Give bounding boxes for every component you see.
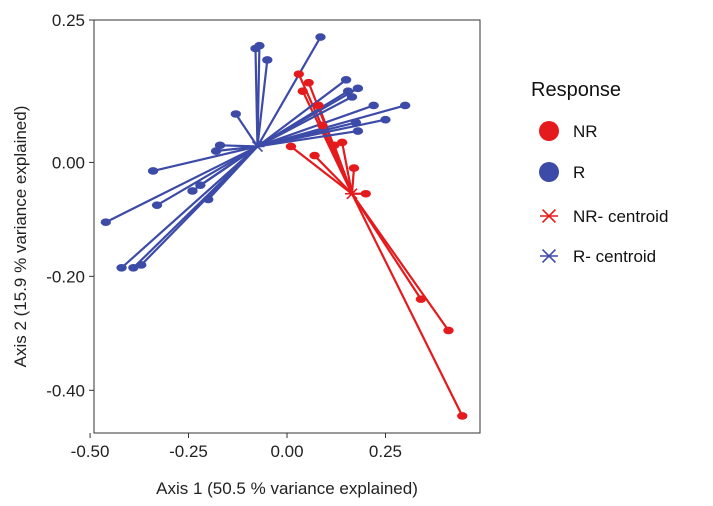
r-point-23: [352, 127, 364, 135]
legend-r-centroid-label: R- centroid: [573, 247, 656, 266]
r-point-3: [315, 33, 326, 41]
r-point-2: [262, 56, 273, 64]
x-tick-label: 0.00: [270, 442, 303, 461]
legend-title: Response: [531, 79, 621, 101]
r-point-5: [210, 147, 222, 155]
nr-centroid: [344, 188, 359, 200]
r-point-1: [254, 41, 265, 50]
nr-point-8: [309, 151, 320, 160]
nr-point-13: [457, 412, 468, 420]
r-point-4: [230, 110, 241, 118]
r-link-13: [120, 145, 259, 269]
y-tick-label: -0.20: [46, 267, 85, 286]
r-link-11: [156, 145, 259, 207]
legend-nr-centroid-marker: [540, 208, 558, 224]
r-link-7: [152, 145, 258, 173]
r-point-14: [128, 264, 139, 272]
x-tick-label: -0.25: [169, 442, 208, 461]
nr-link-8: [313, 154, 353, 195]
r-point-15: [136, 261, 147, 269]
r-link-3: [256, 36, 322, 148]
x-axis-title: Axis 1 (50.5 % variance explained): [156, 479, 418, 498]
nr-point-1: [303, 78, 314, 87]
r-point-16: [340, 76, 352, 84]
r-link-18: [256, 90, 349, 148]
nr-point-9: [348, 164, 360, 172]
nr-point-7: [285, 142, 297, 151]
nr-point-11: [415, 295, 427, 303]
nr-point-10: [360, 189, 371, 198]
y-axis-title: Axis 2 (15.9 % variance explained): [11, 106, 30, 368]
nr-point-4: [317, 121, 328, 130]
r-point-18: [342, 87, 354, 96]
legend-nr-centroid-label: NR- centroid: [573, 207, 668, 226]
nr-link-6: [333, 144, 354, 195]
nr-link-12: [351, 193, 450, 332]
r-point-24: [350, 118, 362, 127]
r-point-12: [100, 218, 112, 227]
y-tick-label: -0.40: [46, 381, 85, 400]
r-link-23: [257, 129, 359, 148]
legend-r-swatch: [539, 162, 559, 182]
r-point-20: [368, 101, 379, 110]
plot-frame: [93, 19, 481, 434]
r-point-17: [352, 84, 364, 93]
r-point-10: [203, 195, 214, 204]
legend-nr-swatch: [539, 121, 559, 141]
r-centroid: [250, 140, 265, 153]
r-point-19: [346, 93, 358, 101]
y-tick-label: 0.25: [52, 11, 85, 30]
nr-point-0: [293, 70, 305, 78]
y-tick-label: 0.00: [52, 153, 85, 172]
r-point-21: [399, 101, 411, 110]
centroid-markers: [250, 140, 359, 200]
x-axis-ticks: -0.50 -0.25 0.00 0.25: [71, 433, 402, 461]
nr-link-7: [290, 145, 353, 195]
centroid-links: [105, 36, 464, 417]
r-point-22: [380, 115, 391, 124]
legend: Response NR R NR- centroid R- centroid: [531, 79, 668, 266]
y-axis-ticks: 0.25 0.00 -0.20 -0.40: [46, 11, 94, 400]
r-link-1: [256, 45, 261, 147]
r-point-7: [147, 167, 159, 175]
r-link-20: [257, 104, 375, 148]
nr-link-13: [351, 193, 464, 417]
r-point-9: [187, 187, 198, 195]
r-link-16: [256, 78, 347, 148]
nr-point-5: [336, 138, 348, 147]
r-link-2: [256, 59, 269, 147]
legend-r-centroid-marker: [540, 248, 558, 264]
nr-point-12: [443, 326, 454, 335]
r-point-11: [151, 201, 163, 209]
r-link-19: [256, 95, 353, 148]
r-link-15: [140, 145, 259, 266]
r-link-24: [257, 121, 357, 148]
x-tick-label: -0.50: [71, 442, 110, 461]
nr-link-9: [350, 168, 356, 194]
nr-point-2: [297, 87, 308, 96]
r-point-8: [195, 181, 206, 189]
r-link-4: [234, 113, 259, 148]
nr-point-3: [313, 101, 324, 110]
r-link-12: [105, 145, 258, 224]
nr-link-5: [341, 142, 354, 194]
x-tick-label: 0.25: [369, 442, 402, 461]
data-points: [100, 33, 468, 420]
r-point-6: [214, 141, 226, 150]
legend-r-label: R: [573, 163, 585, 182]
legend-nr-label: NR: [573, 122, 598, 141]
r-point-13: [116, 264, 127, 272]
nr-point-6: [329, 141, 340, 150]
